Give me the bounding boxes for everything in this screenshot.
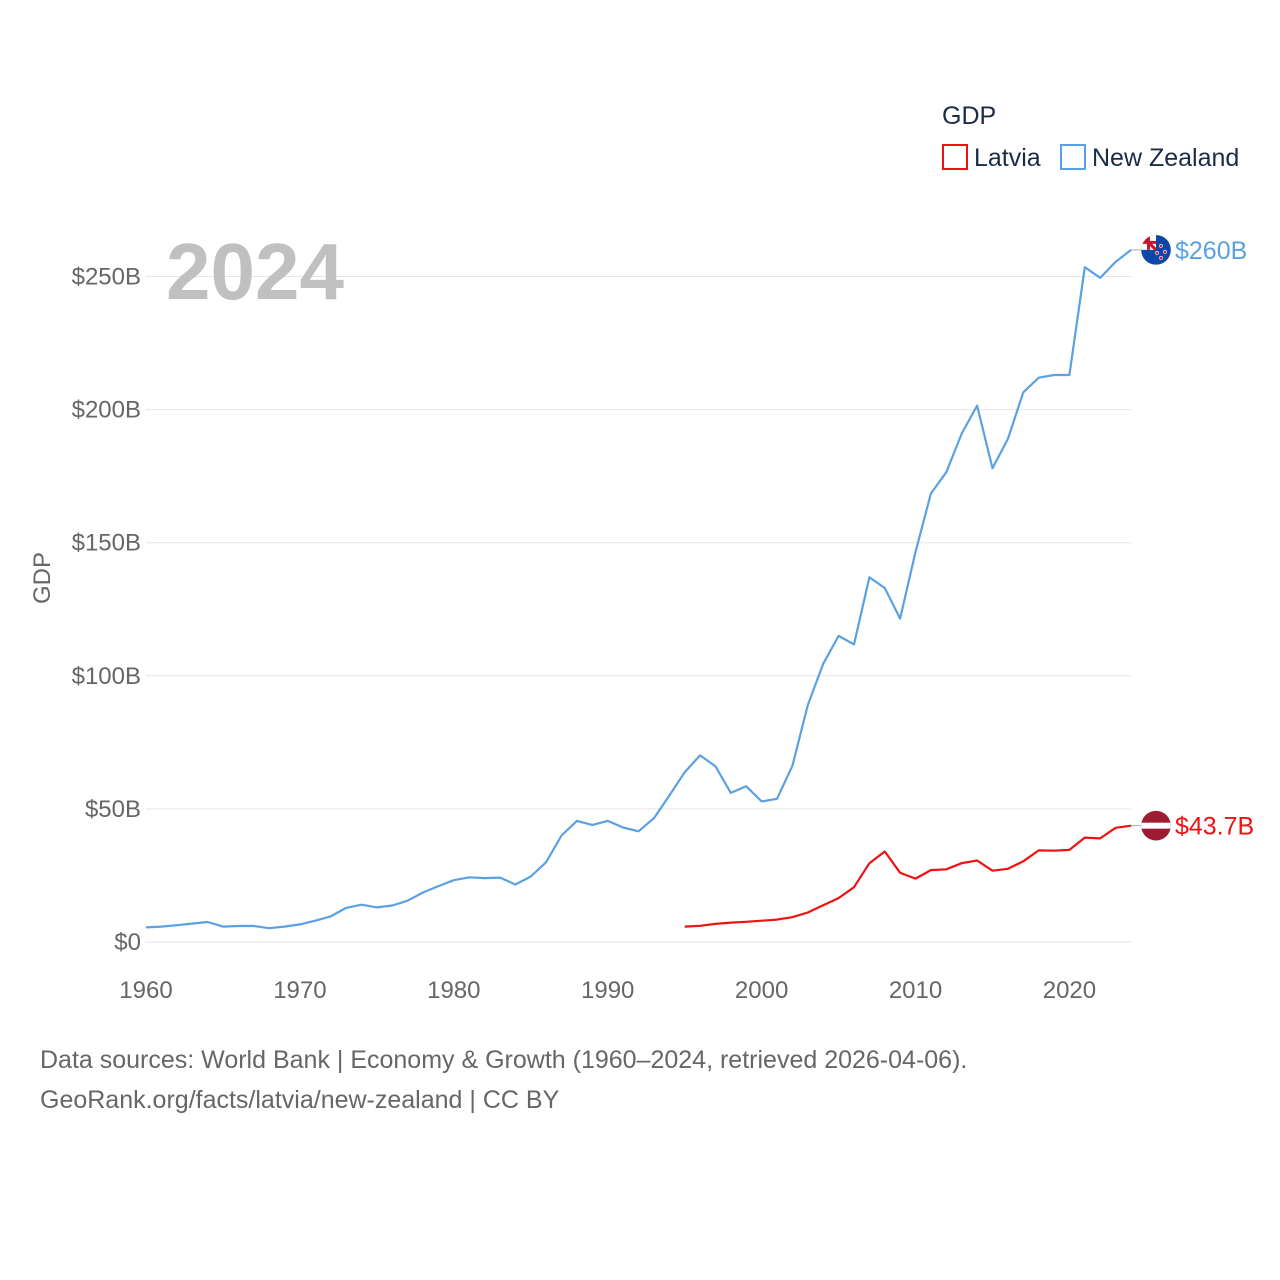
series-line-new-zealand bbox=[145, 249, 1132, 930]
legend-label-latvia: Latvia bbox=[974, 144, 1041, 172]
x-axis-ticks: 1960 1970 1980 1990 2000 2010 2020 bbox=[119, 977, 1096, 1004]
legend-item-latvia[interactable]: Latvia bbox=[942, 144, 1041, 172]
footer-sources: Data sources: World Bank | Economy & Gro… bbox=[40, 1046, 968, 1074]
y-tick-label: $0 bbox=[114, 929, 141, 956]
end-value-label-latvia: $43.7B bbox=[1175, 813, 1254, 841]
y-tick-label: $150B bbox=[72, 530, 141, 557]
legend-item-new-zealand[interactable]: New Zealand bbox=[1060, 144, 1239, 172]
y-axis-title: GDP bbox=[29, 552, 56, 604]
x-tick-label: 1980 bbox=[427, 977, 480, 1004]
x-tick-label: 2010 bbox=[889, 977, 942, 1004]
legend-swatch-new-zealand bbox=[1060, 144, 1086, 170]
y-tick-label: $200B bbox=[72, 397, 141, 424]
end-value-label-new-zealand: $260B bbox=[1175, 237, 1247, 265]
series-lines bbox=[145, 249, 1132, 930]
x-tick-label: 2020 bbox=[1043, 977, 1096, 1004]
current-year-label: 2024 bbox=[166, 227, 344, 316]
x-tick-label: 1960 bbox=[119, 977, 172, 1004]
y-axis-ticks: $0 $50B $100B $150B $200B $250B bbox=[72, 264, 141, 957]
legend-label-new-zealand: New Zealand bbox=[1092, 144, 1239, 172]
series-line-latvia bbox=[684, 824, 1132, 928]
legend-swatch-latvia bbox=[942, 144, 968, 170]
legend: GDP Latvia New Zealand bbox=[942, 102, 1239, 172]
x-tick-label: 1990 bbox=[581, 977, 634, 1004]
new-zealand-flag-icon bbox=[1140, 234, 1172, 266]
latvia-flag-icon bbox=[1140, 810, 1172, 841]
series-end-markers: $43.7B $260B bbox=[1131, 234, 1254, 841]
footer-attribution[interactable]: GeoRank.org/facts/latvia/new-zealand | C… bbox=[40, 1086, 560, 1114]
y-tick-label: $50B bbox=[85, 796, 141, 823]
gridlines bbox=[146, 276, 1131, 943]
y-tick-label: $250B bbox=[72, 264, 141, 291]
legend-title: GDP bbox=[942, 102, 996, 130]
y-tick-label: $100B bbox=[72, 663, 141, 690]
x-tick-label: 1970 bbox=[273, 977, 326, 1004]
x-tick-label: 2000 bbox=[735, 977, 788, 1004]
